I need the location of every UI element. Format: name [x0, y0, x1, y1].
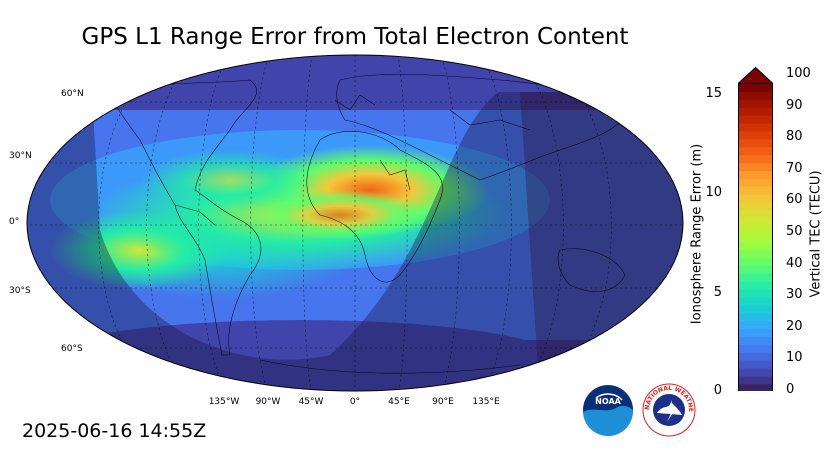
range-tick-10: 10	[705, 185, 722, 200]
lon-label-90e: 90°E	[432, 397, 454, 407]
colorbar-segment	[738, 146, 773, 156]
tec-axis-label: Vertical TEC (TECU)	[808, 170, 824, 298]
world-map	[26, 54, 684, 392]
colorbar-segment	[738, 186, 773, 195]
colorbar-segment	[738, 138, 773, 148]
colorbar-segment	[738, 107, 773, 116]
tec-tick-50: 50	[786, 224, 803, 239]
colorbar-segment	[738, 178, 773, 187]
lon-label-90w: 90°W	[255, 397, 281, 407]
colorbar-segment	[738, 336, 773, 345]
tec-tick-100: 100	[786, 66, 811, 81]
lon-label-0: 0°	[349, 397, 361, 407]
timestamp: 2025-06-16 14:55Z	[22, 420, 207, 442]
lat-label-0: 0°	[9, 217, 20, 227]
nws-logo: NATIONAL WEATHER SERVICE	[642, 383, 696, 437]
colorbar-segment	[738, 320, 773, 329]
colorbar-segment	[738, 209, 773, 219]
lat-label-60n: 60°N	[61, 89, 84, 99]
night-terminator	[27, 60, 683, 391]
tec-tick-0: 0	[786, 382, 795, 397]
colorbar-segment	[738, 115, 773, 124]
colorbar-segment	[738, 233, 773, 243]
colorbar-segment	[738, 383, 773, 391]
tec-tick-70: 70	[786, 160, 803, 176]
colorbar	[738, 66, 773, 391]
range-tick-0: 0	[713, 383, 722, 398]
noaa-logo: NOAA	[583, 385, 634, 436]
range-tick-15: 15	[705, 86, 722, 101]
lon-label-135e: 135°E	[472, 397, 500, 407]
colorbar-segment	[738, 352, 773, 361]
colorbar-segment	[738, 99, 773, 108]
colorbar-segment	[738, 344, 773, 353]
colorbar-segment	[738, 328, 773, 337]
colorbar-segment	[738, 304, 773, 314]
lon-label-45w: 45°W	[298, 397, 324, 407]
colorbar-segment	[738, 83, 773, 92]
colorbar-segment	[738, 194, 773, 203]
colorbar-segment	[738, 162, 773, 171]
colorbar-segment	[738, 217, 773, 227]
colorbar-segment	[738, 202, 773, 211]
colorbar-segment	[738, 225, 773, 235]
noaa-logo-text: NOAA	[595, 397, 621, 406]
tec-tick-10: 10	[786, 350, 803, 366]
colorbar-segment	[738, 375, 773, 385]
colorbar-segment	[738, 296, 773, 306]
tec-tick-90: 90	[786, 97, 803, 113]
colorbar-segment	[738, 154, 773, 164]
colorbar-segment	[738, 257, 773, 266]
colorbar-segment	[738, 91, 773, 100]
colorbar-segment	[738, 123, 773, 132]
colorbar-segment	[738, 312, 773, 322]
tec-tick-40: 40	[786, 255, 803, 271]
tec-tick-30: 30	[786, 287, 803, 303]
lon-label-45e: 45°E	[388, 397, 410, 407]
colorbar-segment	[738, 249, 773, 258]
lat-label-30s: 30°S	[9, 286, 31, 296]
colorbar-segment	[738, 367, 773, 377]
tec-tick-20: 20	[786, 318, 803, 334]
colorbar-segment	[738, 130, 773, 140]
tec-tick-80: 80	[786, 129, 803, 145]
lat-label-30n: 30°N	[9, 151, 32, 161]
colorbar-segment	[738, 170, 773, 179]
colorbar-segment	[738, 241, 773, 250]
chart-title: GPS L1 Range Error from Total Electron C…	[81, 24, 629, 50]
tec-tick-60: 60	[786, 192, 803, 208]
colorbar-segment	[738, 288, 773, 298]
lon-label-135w: 135°W	[208, 397, 240, 407]
colorbar-segment	[738, 265, 773, 274]
range-error-axis-label: Ionosphere Range Error (m)	[689, 143, 705, 325]
colorbar-segment	[738, 360, 773, 369]
range-tick-5: 5	[713, 285, 722, 300]
colorbar-extend-arrow	[738, 66, 773, 84]
colorbar-segment	[738, 281, 773, 290]
colorbar-frame	[738, 83, 773, 391]
lat-label-60s: 60°S	[61, 344, 83, 354]
colorbar-segment	[738, 273, 773, 282]
